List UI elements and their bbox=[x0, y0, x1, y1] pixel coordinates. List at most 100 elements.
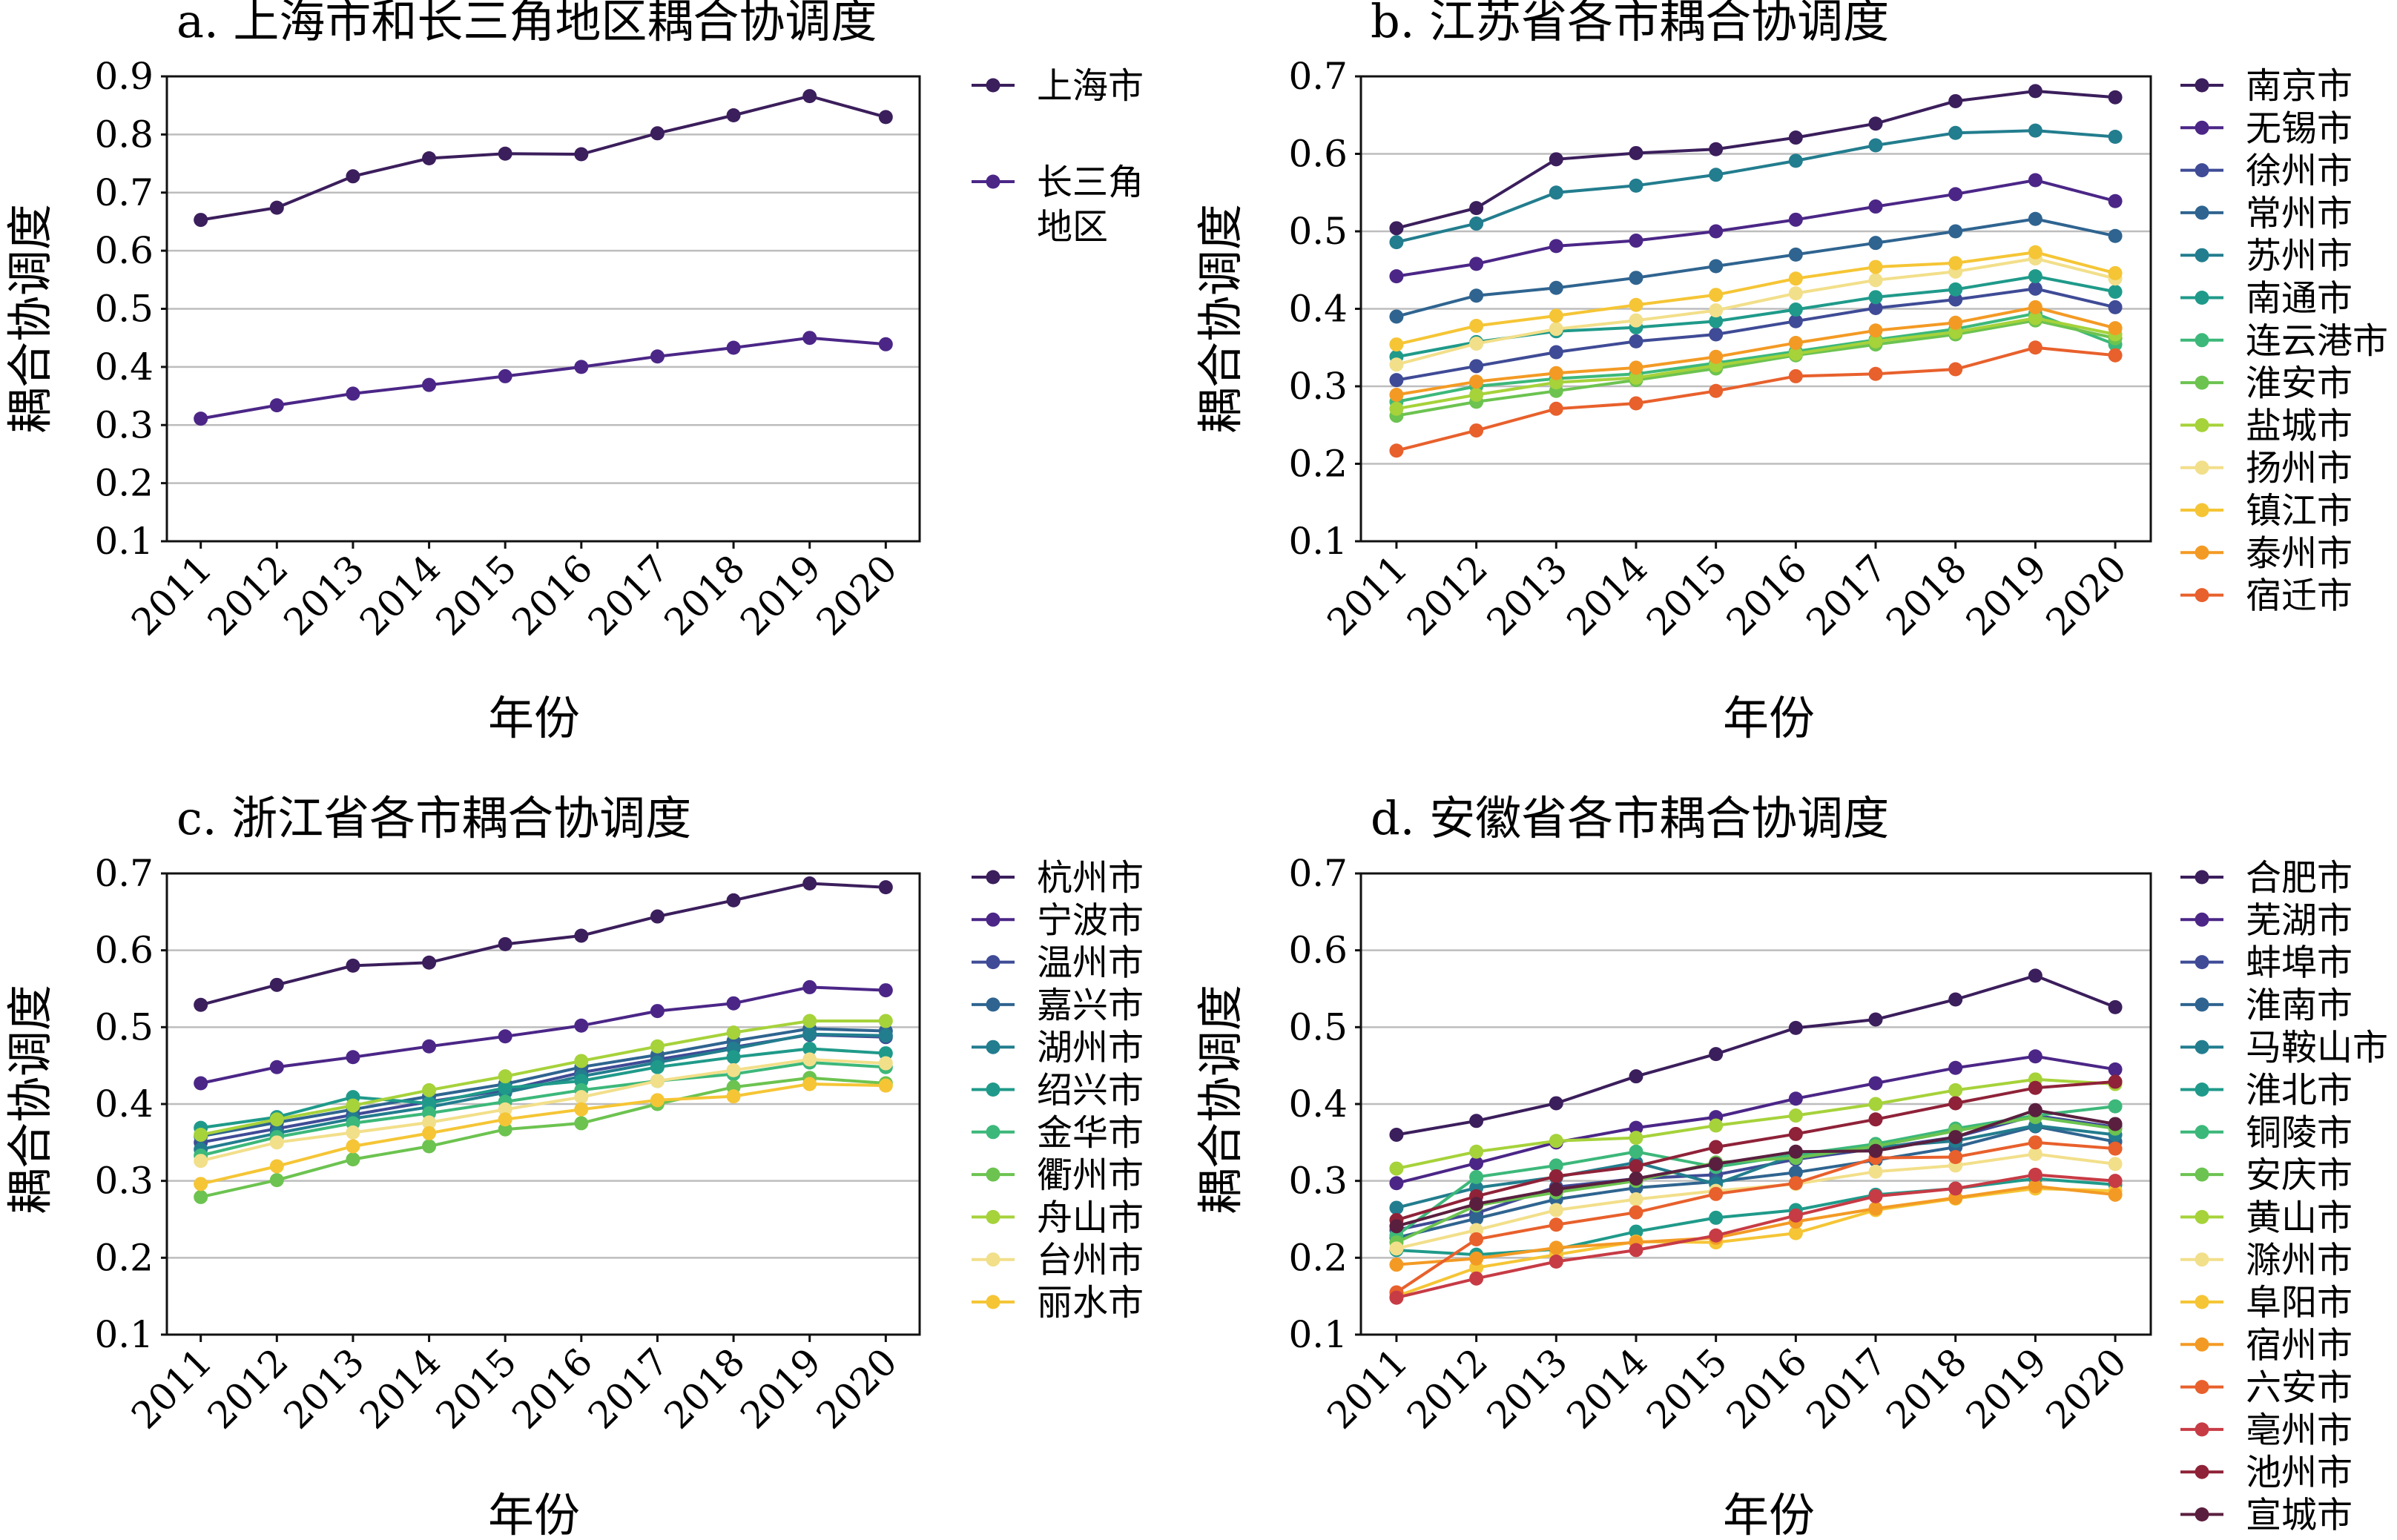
legend-label: 绍兴市 bbox=[1037, 1070, 1144, 1111]
data-point bbox=[2028, 281, 2042, 296]
data-point bbox=[1709, 1157, 1724, 1171]
legend-marker bbox=[986, 1252, 1000, 1267]
data-point bbox=[878, 1014, 893, 1028]
data-point bbox=[878, 983, 893, 998]
data-point bbox=[1629, 1243, 1643, 1258]
x-tick-label: 2018 bbox=[656, 1340, 754, 1437]
data-point bbox=[1948, 1150, 1963, 1165]
data-point bbox=[1469, 288, 1484, 303]
legend-label: 滁州市 bbox=[2246, 1240, 2353, 1281]
legend-marker bbox=[2195, 1380, 2209, 1395]
data-point bbox=[1709, 383, 1724, 398]
panel-a-xlabel: 年份 bbox=[488, 691, 580, 745]
x-tick-label: 2019 bbox=[732, 546, 829, 644]
data-point bbox=[1868, 334, 1883, 348]
y-tick-label: 0.4 bbox=[1288, 1083, 1348, 1126]
panel-c-xlabel: 年份 bbox=[488, 1488, 580, 1540]
data-point bbox=[1709, 259, 1724, 274]
legend-label: 蚌埠市 bbox=[2246, 942, 2353, 984]
series-line bbox=[1396, 287, 2116, 382]
panel-c-ylabel: 耦合协调度 bbox=[3, 985, 57, 1215]
legend-label: 亳州市 bbox=[2246, 1410, 2353, 1451]
data-point bbox=[1629, 334, 1643, 348]
data-point bbox=[2108, 300, 2123, 314]
panel-d-title: d. 安徽省各市耦合协调度 bbox=[1371, 791, 1889, 845]
data-point bbox=[1549, 239, 1563, 254]
data-point bbox=[1788, 1108, 1803, 1123]
y-tick-label: 0.5 bbox=[1288, 1005, 1348, 1048]
data-point bbox=[650, 1004, 665, 1019]
x-tick-label: 2019 bbox=[732, 1340, 829, 1437]
data-point bbox=[1469, 1211, 1484, 1226]
data-point bbox=[1469, 1271, 1484, 1286]
series-line bbox=[200, 1057, 886, 1163]
legend-marker bbox=[2195, 912, 2209, 927]
legend-label: 衢州市 bbox=[1037, 1154, 1144, 1196]
data-point bbox=[1709, 349, 1724, 364]
data-point bbox=[1549, 1255, 1563, 1269]
panel-a: a. 上海市和长三角地区耦合协调度 年份 耦合协调度 0.1 0.2 0.3 0.4 0… bbox=[3, 0, 1144, 745]
data-point bbox=[2108, 1174, 2123, 1189]
data-point bbox=[1629, 371, 1643, 386]
data-point bbox=[498, 1080, 512, 1095]
y-tick-label: 0.2 bbox=[1288, 1236, 1348, 1279]
data-point bbox=[2108, 130, 2123, 145]
data-point bbox=[1868, 1189, 1883, 1203]
legend-label: 六安市 bbox=[2246, 1367, 2353, 1409]
data-point bbox=[1948, 362, 1963, 377]
data-point bbox=[802, 876, 817, 890]
data-point bbox=[269, 977, 284, 992]
data-point bbox=[2108, 999, 2123, 1014]
legend-label: 马鞍山市 bbox=[2246, 1027, 2388, 1068]
data-point bbox=[1629, 1069, 1643, 1084]
data-point bbox=[802, 89, 817, 104]
data-point bbox=[1469, 1169, 1484, 1184]
data-point bbox=[1788, 212, 1803, 227]
legend-label: 南通市 bbox=[2246, 278, 2353, 320]
data-point bbox=[1788, 335, 1803, 350]
legend-marker bbox=[2195, 1125, 2209, 1140]
data-point bbox=[1629, 1192, 1643, 1207]
data-point bbox=[1948, 292, 1963, 307]
data-point bbox=[1469, 423, 1484, 438]
data-point bbox=[574, 1054, 589, 1068]
data-point bbox=[1788, 271, 1803, 286]
series-line bbox=[1396, 1108, 2116, 1228]
data-point bbox=[346, 1139, 360, 1154]
data-point bbox=[1549, 1096, 1563, 1111]
data-point bbox=[1709, 288, 1724, 303]
data-point bbox=[422, 1115, 437, 1130]
data-point bbox=[650, 1074, 665, 1088]
data-point bbox=[1868, 1112, 1883, 1127]
data-point bbox=[1948, 1096, 1963, 1111]
panel-d-ylabel: 耦合协调度 bbox=[1193, 985, 1247, 1215]
legend-marker bbox=[2195, 460, 2209, 475]
x-tick-label: 2013 bbox=[1479, 1340, 1576, 1437]
data-point bbox=[878, 1046, 893, 1061]
series-line bbox=[1396, 251, 2116, 346]
series-line bbox=[200, 1047, 886, 1130]
data-point bbox=[2108, 1141, 2123, 1156]
x-tick-label: 2014 bbox=[352, 546, 449, 644]
x-tick-label: 2020 bbox=[808, 546, 906, 644]
data-point bbox=[1788, 1226, 1803, 1240]
data-point bbox=[1629, 297, 1643, 312]
y-tick-label: 0.3 bbox=[1288, 365, 1348, 408]
data-point bbox=[269, 1159, 284, 1174]
data-point bbox=[1788, 153, 1803, 168]
legend-marker bbox=[986, 912, 1000, 927]
data-point bbox=[1788, 303, 1803, 317]
data-point bbox=[1629, 313, 1643, 328]
legend-marker bbox=[986, 78, 1000, 93]
data-point bbox=[498, 146, 512, 161]
data-point bbox=[878, 1028, 893, 1043]
data-point bbox=[2108, 194, 2123, 208]
data-point bbox=[498, 369, 512, 383]
data-point bbox=[1788, 1176, 1803, 1191]
y-tick-label: 0.4 bbox=[1288, 288, 1348, 331]
data-point bbox=[1709, 1047, 1724, 1062]
data-point bbox=[1389, 337, 1404, 352]
data-point bbox=[650, 1093, 665, 1108]
legend-label: 淮北市 bbox=[2246, 1070, 2353, 1111]
data-point bbox=[878, 337, 893, 351]
